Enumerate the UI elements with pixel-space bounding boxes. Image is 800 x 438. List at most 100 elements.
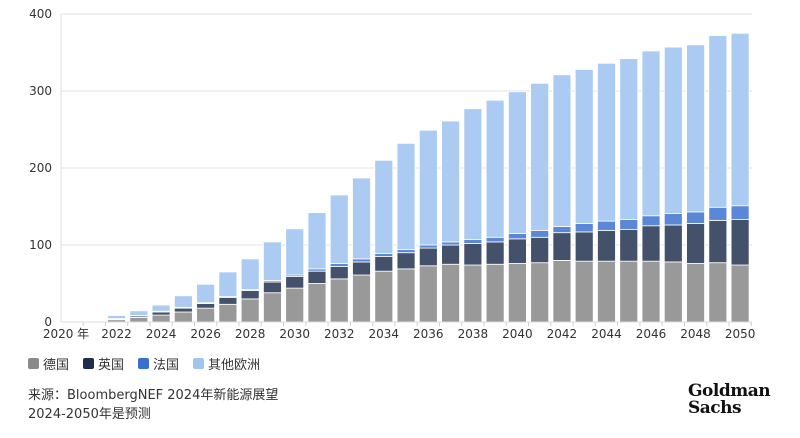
bar-segment-other-europe: [396, 142, 416, 251]
bar-segment-france: [507, 233, 527, 240]
y-tick-label: 200: [29, 161, 52, 175]
bar-segment-france: [374, 253, 394, 257]
bar-segment-germany: [218, 303, 238, 323]
bar-segment-germany: [441, 263, 460, 323]
bar-segment-germany: [307, 283, 327, 323]
bar-segment-germany: [597, 260, 616, 323]
bar-segment-germany: [641, 260, 661, 323]
bar-segment-other-europe: [263, 241, 282, 281]
logo-line: Goldman: [688, 381, 771, 401]
legend-item-other-europe: 其他欧洲: [193, 354, 260, 373]
bar-segment-uk: [329, 266, 349, 280]
bar-segment-germany: [374, 270, 394, 323]
bar-segment-france: [463, 239, 483, 244]
bar-segment-other-europe: [530, 82, 550, 231]
bar-segment-germany: [173, 311, 193, 323]
bar-segment-other-europe: [574, 69, 594, 224]
bar-segment-uk: [173, 307, 193, 313]
bar-segment-uk: [597, 229, 616, 262]
bar-segment-germany: [552, 259, 572, 323]
bar-segment-uk: [730, 219, 750, 266]
x-tick-label: 2020 年: [43, 327, 89, 341]
legend-label: 英国: [98, 358, 125, 373]
bar-segment-uk: [352, 261, 371, 276]
bar-segment-france: [352, 258, 371, 263]
logo-line: Sachs: [688, 398, 742, 418]
legend-label: 法国: [153, 358, 180, 373]
bar-segment-germany: [507, 263, 527, 323]
bar-segment-other-europe: [619, 58, 639, 220]
bar-segment-uk: [196, 303, 216, 309]
bar-segment-uk: [485, 241, 505, 265]
bar-segment-other-europe: [307, 212, 327, 270]
bar-segment-uk: [663, 224, 683, 263]
bar-segment-uk: [463, 243, 483, 266]
x-tick-label: 2030: [279, 327, 310, 341]
bar-segment-germany: [196, 307, 216, 323]
bar-segment-germany: [686, 263, 705, 323]
bar-segment-other-europe: [463, 108, 483, 241]
bar-segment-uk: [396, 252, 416, 270]
bar-segment-uk: [418, 247, 438, 267]
bar-segment-germany: [485, 263, 505, 323]
bar-segment-other-europe: [686, 44, 705, 213]
bar-segment-other-europe: [441, 120, 460, 243]
source-line: 来源：BloombergNEF 2024年新能源展望: [28, 388, 279, 403]
bar-segment-uk: [552, 232, 572, 261]
bar-segment-france: [485, 236, 505, 243]
bar-segment-germany: [730, 264, 750, 323]
bar-segment-other-europe: [129, 310, 149, 316]
legend-item-france: 法国: [138, 354, 179, 373]
bar-segment-france: [686, 211, 705, 224]
bar-segment-france: [441, 241, 460, 246]
bar-segment-uk: [307, 270, 327, 284]
x-tick-label: 2042: [547, 327, 578, 341]
bar-segment-other-europe: [173, 295, 193, 308]
y-tick-label: 300: [29, 84, 52, 98]
bar-segment-germany: [396, 268, 416, 323]
bar-segment-germany: [285, 287, 305, 323]
bar-segment-uk: [641, 225, 661, 262]
legend-label: 德国: [43, 358, 70, 373]
bar-segment-germany: [708, 262, 728, 323]
bar-segment-other-europe: [196, 283, 216, 304]
x-tick-label: 2044: [591, 327, 622, 341]
bar-segment-germany: [530, 262, 550, 323]
bar-segment-other-europe: [552, 74, 572, 227]
bar-segment-uk: [151, 311, 171, 316]
bar-segment-uk: [218, 296, 238, 305]
x-tick-label: 2024: [146, 327, 177, 341]
bar-segment-germany: [129, 316, 149, 323]
bar-segment-france: [530, 229, 550, 238]
bar-segment-other-europe: [708, 35, 728, 208]
bar-segment-other-europe: [329, 194, 349, 264]
bar-segment-other-europe: [107, 315, 126, 319]
bar-segment-germany: [352, 274, 371, 323]
bar-segment-uk: [574, 231, 594, 262]
bar-segment-other-europe: [151, 304, 171, 312]
bar-segment-uk: [240, 290, 260, 300]
bar-segment-other-europe: [485, 99, 505, 238]
x-tick-label: 2028: [235, 327, 266, 341]
bar-segment-uk: [686, 223, 705, 264]
bar-segment-germany: [263, 292, 282, 323]
bar-segment-other-europe: [240, 258, 260, 291]
bar-segment-other-europe: [507, 91, 527, 234]
bar-segment-uk: [619, 229, 639, 262]
x-tick-label: 2046: [636, 327, 667, 341]
bar-segment-uk: [374, 256, 394, 272]
legend-swatch: [83, 358, 95, 369]
stacked-bar-chart: 0 100 200 300 400 2020 年 2022 2024 2026 2028 2030 2…: [29, 7, 755, 341]
legend-swatch: [193, 358, 205, 369]
x-tick-label: 2032: [324, 327, 355, 341]
legend: 德国 英国 法国 其他欧洲: [28, 354, 260, 373]
bar-segment-other-europe: [730, 32, 750, 207]
x-tick-label: 2026: [190, 327, 221, 341]
legend-swatch: [138, 358, 150, 369]
bar-segment-other-europe: [62, 320, 82, 322]
x-tick-label: 2022: [101, 327, 132, 341]
legend-item-uk: 英国: [83, 354, 124, 373]
bar-segment-france: [597, 220, 616, 231]
bar-segment-other-europe: [641, 50, 661, 217]
